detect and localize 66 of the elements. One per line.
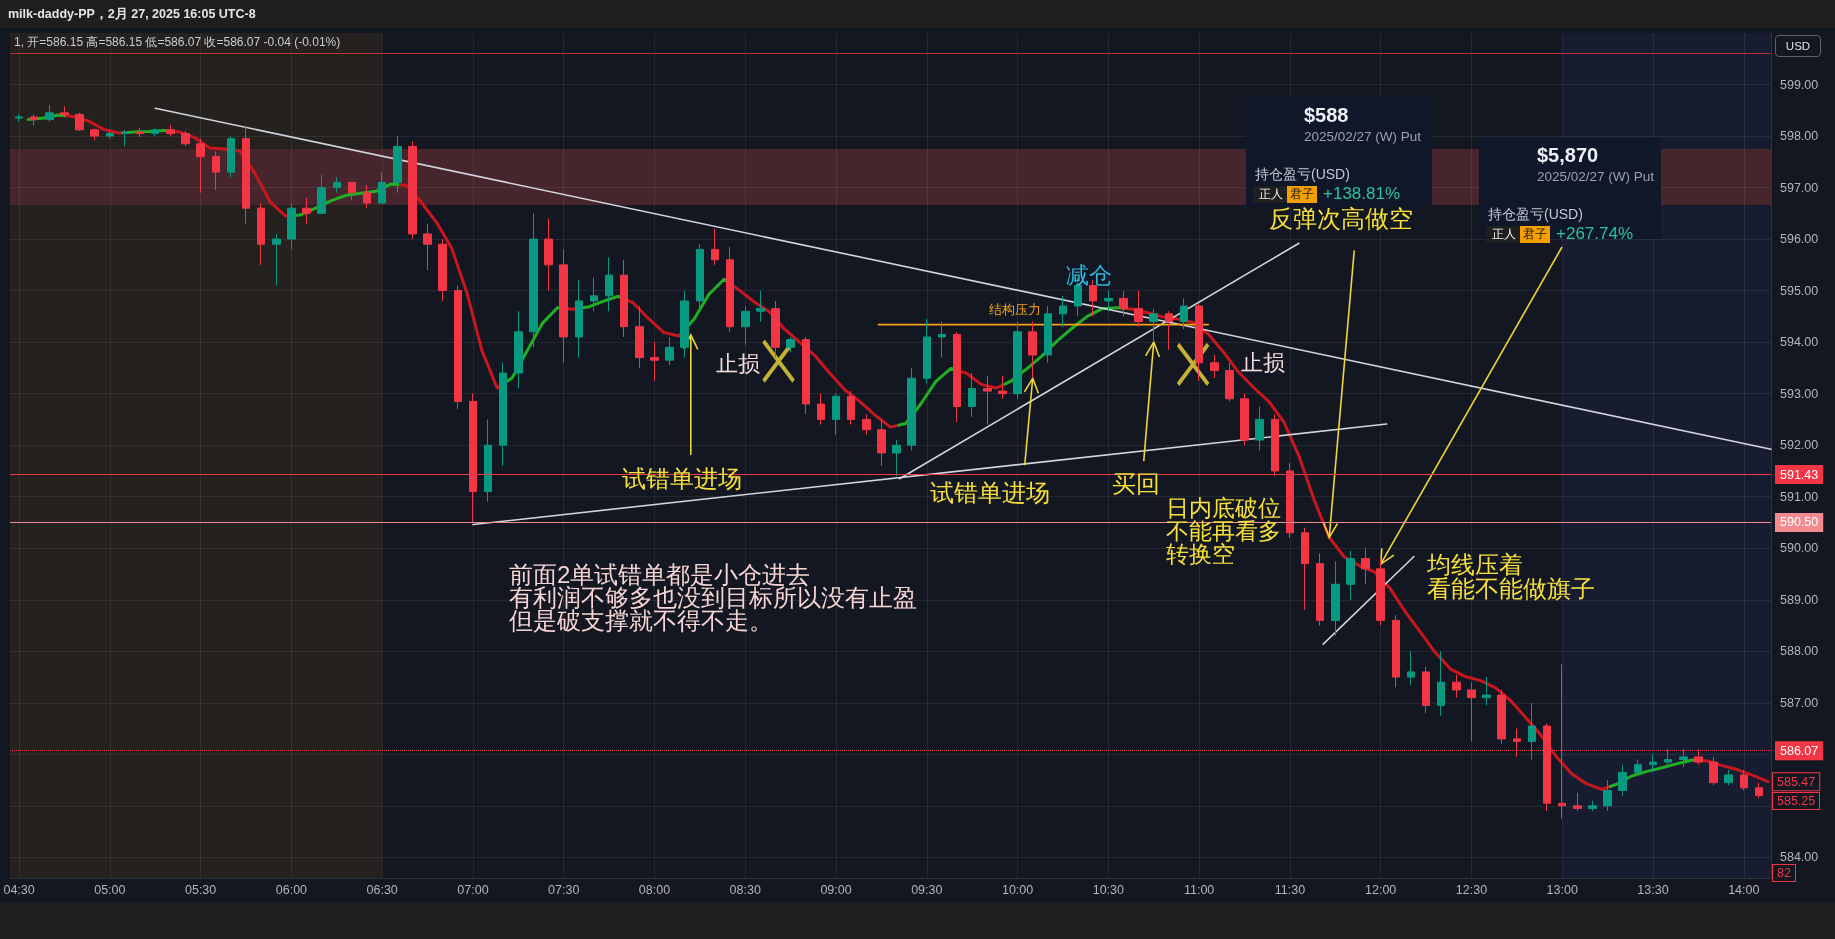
annotation: 反弹次高做空 [1269, 204, 1414, 232]
y-tick-label: 587.00 [1780, 695, 1819, 710]
y-tick-label: 590.00 [1780, 541, 1819, 556]
annotation: 正人 [1486, 225, 1520, 243]
annotation: 均线压着 [1427, 551, 1523, 578]
x-tick-label: 10:00 [1001, 882, 1034, 897]
y-tick-label: 599.00 [1780, 77, 1819, 92]
ref-line-label: 591.43 [1780, 467, 1819, 482]
x-tick-label: 14:00 [1728, 882, 1760, 897]
x-tick-label: 06:30 [366, 882, 398, 897]
y-tick-label: 592.00 [1780, 438, 1819, 453]
annotation: +267.74% [1556, 224, 1634, 244]
annotation: 君子 [1287, 185, 1317, 203]
annotation: +138.81% [1323, 184, 1401, 204]
ref-line-label: 590.50 [1780, 515, 1819, 530]
annotation: 减仓 [1066, 262, 1112, 288]
annotation: 试错单进场 [929, 478, 1050, 506]
x-tick-label: 08:00 [638, 882, 671, 897]
y-tick-label: 598.00 [1780, 129, 1819, 144]
y-tick-label: 588.00 [1780, 644, 1819, 659]
y-tick-label: 584.00 [1780, 850, 1819, 865]
y-tick-label: 589.00 [1780, 592, 1819, 607]
x-tick-label: 05:00 [94, 882, 126, 897]
x-tick-label: 12:30 [1455, 882, 1488, 897]
x-tick-label: 07:30 [548, 882, 580, 897]
chart-subtitle: 1, 开=586.15 高=586.15 低=586.07 收=586.07 -0.04 (-0.01%) [14, 35, 341, 50]
x-tick-label: 11:00 [1183, 882, 1215, 897]
text: 585.25 [1772, 792, 1821, 810]
annotation: 正人 [1253, 185, 1287, 203]
annotation: 持仓盈亏(USD) [1255, 165, 1350, 183]
text: 82 [1772, 864, 1796, 882]
annotation: 买回 [1111, 469, 1160, 497]
annotation: 2025/02/27 (W) Put [1537, 168, 1655, 185]
x-tick-label: 12:00 [1365, 882, 1397, 897]
x-tick-label: 07:00 [457, 882, 489, 897]
y-tick-label: 593.00 [1780, 386, 1819, 401]
data-label: 585.47 [1776, 774, 1816, 789]
x-tick-label: 06:00 [275, 882, 308, 897]
annotation: $588 [1304, 103, 1349, 127]
y-tick-label: 591.00 [1780, 489, 1819, 504]
x-tick-label: 08:30 [729, 882, 761, 897]
y-tick-label: 595.00 [1780, 283, 1819, 298]
x-tick-label: 10:30 [1092, 882, 1125, 897]
x-tick-label: 05:30 [184, 882, 217, 897]
x-tick-label: 13:30 [1637, 882, 1669, 897]
ref-line-label: 586.07 [1780, 743, 1819, 758]
x-tick-label: 11:30 [1274, 882, 1306, 897]
annotation: 止损 [715, 350, 760, 376]
annotation: 君子 [1520, 225, 1550, 243]
annotation: 结构压力 [988, 302, 1041, 318]
annotation: 2025/02/27 (W) Put [1304, 128, 1422, 145]
x-tick-label: 09:30 [911, 882, 943, 897]
annotation: 日内底破位 [1166, 495, 1281, 521]
x-tick-label: 09:00 [820, 882, 852, 897]
annotation: 止损 [1241, 349, 1286, 375]
annotation: 转换空 [1166, 541, 1235, 567]
y-tick-label: 596.00 [1780, 232, 1819, 247]
annotation: $5,870 [1537, 143, 1599, 167]
y-tick-label: 594.00 [1780, 335, 1819, 350]
chart-title: milk-daddy-PP，2月 27, 2025 16:05 UTC-8 [8, 6, 256, 22]
annotation: 持仓盈亏(USD) [1488, 205, 1583, 223]
y-axis-title: USD [1775, 35, 1821, 57]
annotation: 看能不能做旗子 [1427, 575, 1595, 602]
x-tick-label: 13:00 [1546, 882, 1578, 897]
x-tick-label: 04:30 [3, 882, 35, 897]
y-tick-label: 597.00 [1780, 180, 1819, 195]
